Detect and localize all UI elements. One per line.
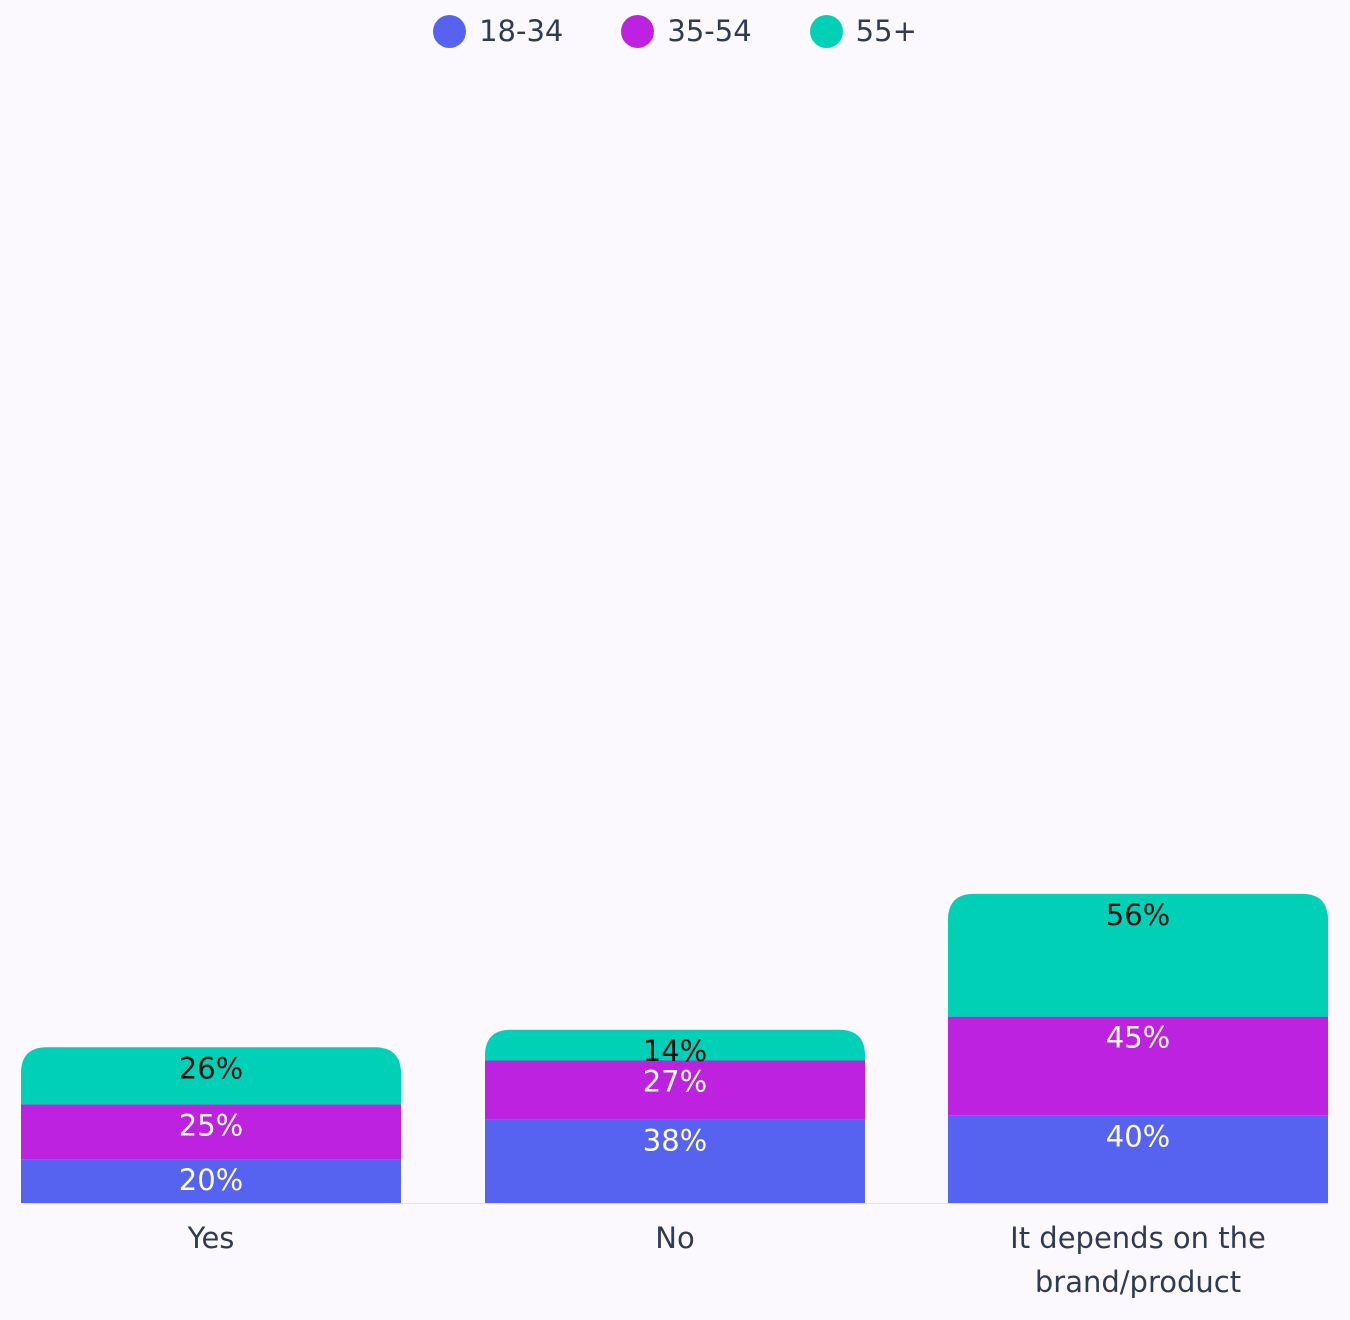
bar-segment-2-0[interactable] (948, 1115, 1328, 1203)
legend-label-35-54: 35-54 (667, 14, 752, 48)
x-tick-label-1-line-0: No (655, 1221, 694, 1255)
legend: 18-34 35-54 55+ (0, 14, 1350, 48)
legend-item-18-34[interactable]: 18-34 (433, 14, 563, 48)
x-tick-label-0: Yes (187, 1221, 235, 1255)
data-label-1-1: 27% (643, 1064, 707, 1098)
data-label-0-0: 20% (179, 1163, 243, 1197)
bar-segment-1-0[interactable] (485, 1119, 865, 1203)
bar-segment-1-2[interactable] (485, 1029, 865, 1061)
x-tick-label-2-line-0: It depends on the (1010, 1221, 1266, 1255)
legend-item-35-54[interactable]: 35-54 (621, 14, 752, 48)
bar-segment-0-0[interactable] (21, 1159, 401, 1203)
bar-segment-1-1[interactable] (485, 1060, 865, 1120)
data-label-2-2: 56% (1106, 898, 1170, 932)
bar-segment-2-1[interactable] (948, 1016, 1328, 1116)
legend-label-55plus: 55+ (855, 14, 917, 48)
legend-swatch-35-54 (621, 14, 655, 48)
bar-segment-0-1[interactable] (21, 1104, 401, 1160)
x-tick-label-1: No (655, 1221, 694, 1255)
data-label-0-2: 26% (179, 1051, 243, 1085)
legend-swatch-18-34 (433, 14, 467, 48)
data-label-2-0: 40% (1106, 1119, 1170, 1153)
bar-segment-2-2[interactable] (948, 893, 1328, 1017)
data-label-1-0: 38% (643, 1124, 707, 1158)
data-label-2-1: 45% (1106, 1021, 1170, 1055)
x-tick-label-0-line-0: Yes (187, 1221, 235, 1255)
data-label-0-1: 25% (179, 1108, 243, 1142)
legend-label-18-34: 18-34 (479, 14, 564, 48)
x-tick-label-2-line-1: brand/product (1035, 1265, 1241, 1299)
data-label-1-2: 14% (643, 1034, 707, 1068)
x-tick-label-2: It depends on the brand/product (1010, 1221, 1266, 1299)
legend-item-55plus[interactable]: 55+ (809, 14, 917, 48)
legend-swatch-55plus (809, 14, 843, 48)
bar-segment-0-2[interactable] (21, 1047, 401, 1105)
